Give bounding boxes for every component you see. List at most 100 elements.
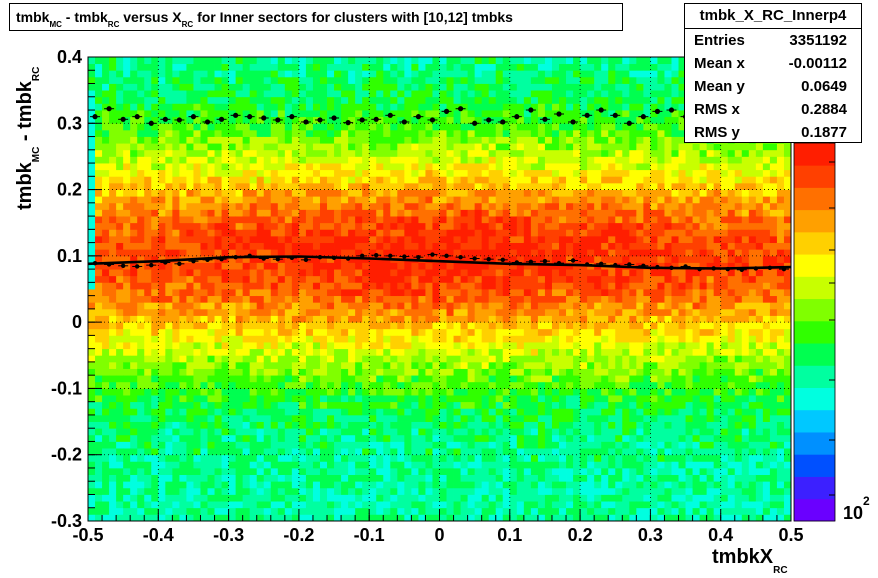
heatmap-cell — [88, 328, 96, 336]
heatmap-cell — [474, 302, 483, 310]
heatmap-cell — [242, 255, 251, 263]
heatmap-cell — [559, 395, 567, 403]
heatmap-cell — [256, 129, 265, 137]
heatmap-cell — [319, 395, 328, 403]
heatmap-cell — [193, 474, 201, 482]
heatmap-cell — [327, 289, 335, 297]
heatmap-cell — [481, 63, 490, 71]
heatmap-cell — [277, 189, 286, 197]
heatmap-cell — [341, 375, 349, 383]
heatmap-cell — [376, 395, 384, 403]
heatmap-cell — [495, 375, 504, 383]
heatmap-cell — [291, 196, 300, 204]
heatmap-cell — [439, 481, 447, 489]
heatmap-cell — [544, 255, 553, 263]
heatmap-cell — [551, 143, 560, 151]
heatmap-cell — [200, 514, 208, 522]
heatmap-cell — [509, 70, 518, 78]
heatmap-cell — [88, 507, 96, 515]
heatmap-cell — [305, 103, 314, 111]
heatmap-cell — [319, 302, 328, 310]
heatmap-cell — [137, 90, 145, 98]
heatmap-cell — [144, 481, 152, 489]
heatmap-cell — [481, 348, 490, 356]
heatmap-cell — [495, 342, 504, 350]
heatmap-cell — [263, 355, 272, 363]
heatmap-cell — [327, 70, 335, 78]
heatmap-cell — [200, 176, 208, 184]
heatmap-cell — [348, 308, 356, 316]
heatmap-cell — [425, 182, 433, 190]
heatmap-cell — [186, 76, 194, 84]
heatmap-cell — [179, 282, 187, 290]
heatmap-cell — [369, 487, 377, 495]
heatmap-cell — [551, 481, 560, 489]
heatmap-cell — [495, 196, 504, 204]
heatmap-cell — [362, 441, 370, 449]
heatmap-cell — [88, 467, 96, 475]
heatmap-cell — [523, 169, 532, 177]
heatmap-cell — [551, 355, 560, 363]
heatmap-cell — [587, 381, 595, 389]
heatmap-cell — [516, 143, 525, 151]
heatmap-cell — [467, 202, 476, 210]
heatmap-cell — [144, 202, 152, 210]
heatmap-cell — [327, 454, 335, 462]
heatmap-cell — [523, 414, 532, 422]
heatmap-cell — [165, 474, 173, 482]
heatmap-cell — [151, 90, 159, 98]
heatmap-cell — [327, 348, 335, 356]
heatmap-cell — [383, 448, 391, 456]
heatmap-cell — [453, 355, 461, 363]
heatmap-cell — [376, 441, 384, 449]
heatmap-cell — [270, 70, 279, 78]
heatmap-cell — [305, 110, 314, 118]
heatmap-cell — [439, 209, 447, 217]
heatmap-cell — [327, 315, 335, 323]
heatmap-cell — [249, 467, 258, 475]
heatmap-cell — [221, 474, 229, 482]
heatmap-cell — [425, 123, 433, 131]
heatmap-cell — [172, 335, 180, 343]
heatmap-cell — [474, 163, 483, 171]
heatmap-cell — [481, 448, 490, 456]
heatmap-cell — [151, 388, 159, 396]
heatmap-cell — [214, 501, 222, 509]
heatmap-cell — [284, 83, 293, 91]
heatmap-cell — [544, 282, 553, 290]
heatmap-cell — [453, 182, 461, 190]
heatmap-cell — [109, 342, 117, 350]
heatmap-cell — [123, 275, 131, 283]
heatmap-cell — [376, 289, 384, 297]
heatmap-cell — [102, 83, 110, 91]
heatmap-cell — [123, 342, 131, 350]
heatmap-cell — [404, 275, 412, 283]
heatmap-cell — [312, 282, 321, 290]
heatmap-cell — [249, 110, 258, 118]
heatmap-cell — [95, 275, 103, 283]
heatmap-cell — [488, 408, 497, 416]
heatmap-cell — [130, 401, 138, 409]
heatmap-cell — [467, 454, 476, 462]
heatmap-cell — [242, 143, 251, 151]
heatmap-cell — [376, 182, 384, 190]
heatmap-cell — [439, 255, 447, 263]
heatmap-cell — [404, 129, 412, 137]
heatmap-cell — [123, 202, 131, 210]
heatmap-cell — [249, 136, 258, 144]
heatmap-cell — [235, 474, 244, 482]
heatmap-cell — [502, 90, 511, 98]
heatmap-cell — [298, 414, 307, 422]
heatmap-cell — [305, 275, 314, 283]
heatmap-cell — [537, 421, 546, 429]
heatmap-cell — [341, 507, 349, 515]
heatmap-cell — [495, 156, 504, 164]
heatmap-cell — [467, 149, 476, 157]
heatmap-cell — [432, 335, 440, 343]
heatmap-cell — [530, 262, 539, 270]
heatmap-cell — [404, 381, 412, 389]
heatmap-cell — [144, 76, 152, 84]
heatmap-cell — [109, 295, 117, 303]
heatmap-cell — [404, 507, 412, 515]
heatmap-cell — [509, 83, 518, 91]
